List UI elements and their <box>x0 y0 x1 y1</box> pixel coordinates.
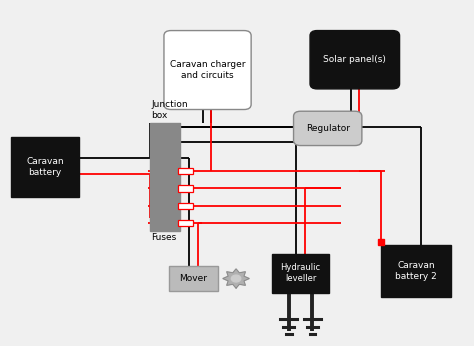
Text: Caravan
battery: Caravan battery <box>26 157 64 177</box>
Bar <box>273 254 329 293</box>
Bar <box>11 137 79 197</box>
Text: Junction
box: Junction box <box>151 100 188 120</box>
Text: Fuses: Fuses <box>151 233 176 242</box>
FancyBboxPatch shape <box>293 111 362 146</box>
Bar <box>178 220 193 226</box>
Text: Caravan charger
and circuits: Caravan charger and circuits <box>170 60 246 80</box>
Text: Hydraulic
leveller: Hydraulic leveller <box>281 263 321 283</box>
FancyBboxPatch shape <box>164 30 251 109</box>
Text: Mover: Mover <box>180 274 208 283</box>
Bar <box>178 202 193 209</box>
Circle shape <box>231 275 241 282</box>
Text: Caravan
battery 2: Caravan battery 2 <box>395 261 437 281</box>
Bar <box>178 185 193 192</box>
FancyBboxPatch shape <box>310 30 400 89</box>
Text: Regulator: Regulator <box>306 124 350 133</box>
Bar <box>150 123 180 231</box>
Bar <box>178 168 193 174</box>
Bar <box>381 245 451 297</box>
Text: Solar panel(s): Solar panel(s) <box>323 55 386 64</box>
Bar <box>169 266 218 291</box>
Polygon shape <box>223 269 249 288</box>
